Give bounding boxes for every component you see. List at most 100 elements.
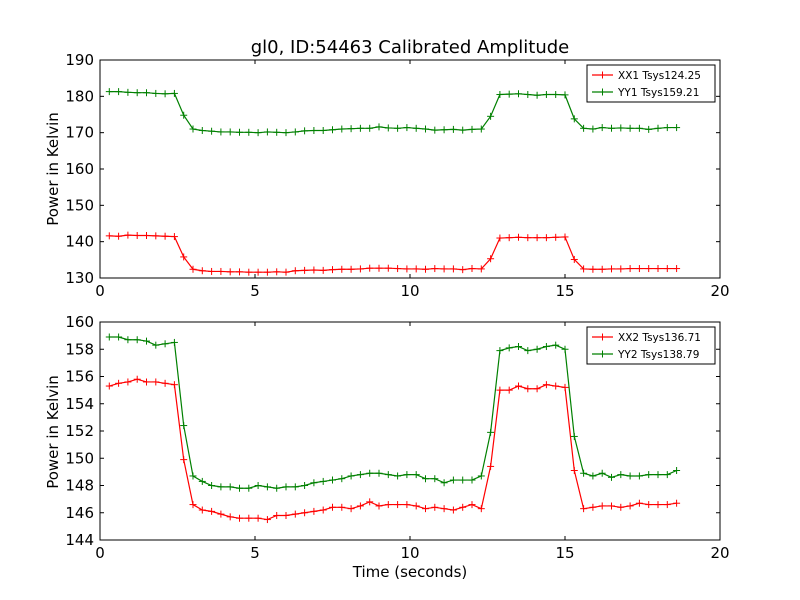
x-tick-label: 0 [95, 544, 105, 562]
data-point [338, 125, 346, 133]
data-point [245, 128, 253, 136]
data-point [552, 382, 560, 390]
data-point [375, 123, 383, 131]
data-point [115, 88, 123, 96]
data-point [254, 129, 262, 137]
data-point [617, 265, 625, 273]
data-point [189, 501, 197, 509]
data-point [189, 265, 197, 273]
data-point [189, 125, 197, 133]
data-point [133, 375, 141, 383]
data-point [115, 232, 123, 240]
x-tick-label: 15 [555, 544, 574, 562]
data-point [366, 264, 374, 272]
y-tick-label: 180 [65, 87, 94, 105]
data-point [505, 90, 513, 98]
data-point [673, 467, 681, 475]
data-point [431, 503, 439, 511]
data-point [412, 265, 420, 273]
data-point [440, 126, 448, 134]
x-tick-label: 0 [95, 282, 105, 300]
data-point [487, 112, 495, 120]
data-point [115, 333, 123, 341]
data-point [310, 126, 318, 134]
data-point [263, 483, 271, 491]
y-tick-label: 158 [65, 340, 94, 358]
data-point [422, 475, 429, 483]
data-point [459, 126, 467, 134]
data-point [673, 499, 681, 507]
data-point [645, 501, 653, 509]
data-point [273, 268, 281, 276]
data-point [189, 472, 197, 480]
data-point [384, 264, 392, 272]
data-point [208, 482, 216, 489]
data-point [431, 475, 439, 483]
data-point [524, 347, 532, 355]
data-point [375, 264, 383, 272]
y-tick-label: 170 [65, 124, 94, 142]
data-point [263, 516, 271, 524]
data-point [226, 268, 234, 276]
data-point [663, 471, 671, 479]
data-point [561, 383, 569, 391]
data-point [505, 386, 513, 394]
data-point [356, 471, 364, 479]
data-point [245, 268, 253, 276]
top-ylabel: Power in Kelvin [44, 112, 62, 226]
data-point [496, 91, 504, 99]
data-point [412, 124, 420, 132]
data-point [273, 128, 281, 136]
data-point [394, 472, 402, 480]
data-point [533, 234, 541, 242]
data-point [254, 268, 262, 276]
chart-title: gl0, ID:54463 Calibrated Amplitude [251, 37, 570, 58]
data-point [291, 510, 299, 518]
data-point [180, 422, 188, 430]
data-point [115, 379, 123, 387]
data-point [310, 479, 318, 487]
data-point [124, 231, 132, 239]
data-point [133, 89, 141, 97]
data-point [449, 476, 457, 484]
data-point [542, 91, 550, 99]
data-point [626, 502, 634, 510]
legend-label: XX1 Tsys124.25 [618, 70, 701, 82]
data-point [533, 345, 541, 353]
data-point [291, 128, 299, 136]
data-point [515, 90, 522, 98]
data-point [236, 268, 243, 276]
series-line [109, 336, 677, 489]
data-point [208, 507, 216, 515]
data-point [301, 266, 309, 274]
x-tick-label: 5 [250, 544, 260, 562]
x-tick-label: 10 [400, 544, 419, 562]
data-point [124, 378, 132, 386]
data-point [329, 266, 336, 274]
legend-label: XX2 Tsys136.71 [618, 332, 701, 344]
data-point [301, 482, 309, 489]
data-point [143, 378, 150, 386]
data-point [598, 265, 606, 273]
data-point [533, 385, 541, 393]
data-point [617, 503, 625, 511]
data-point [180, 253, 188, 261]
data-point [468, 476, 476, 484]
data-point [561, 233, 569, 241]
data-point [170, 338, 178, 346]
data-point [403, 501, 411, 509]
data-point [105, 333, 113, 341]
data-point [477, 472, 485, 480]
y-tick-label: 160 [65, 313, 94, 331]
data-point [589, 265, 597, 273]
y-tick-label: 190 [65, 51, 94, 69]
y-tick-label: 146 [65, 504, 94, 522]
data-point [180, 111, 188, 119]
data-point [170, 89, 178, 97]
data-point [477, 505, 485, 513]
data-point [449, 265, 457, 273]
data-point [356, 265, 364, 273]
data-point [477, 265, 485, 273]
data-point [124, 336, 132, 344]
data-point [496, 386, 504, 394]
